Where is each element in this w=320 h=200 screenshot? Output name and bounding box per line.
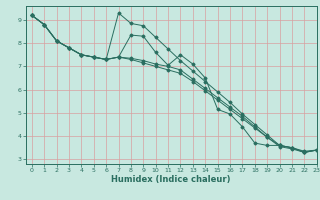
X-axis label: Humidex (Indice chaleur): Humidex (Indice chaleur)	[111, 175, 231, 184]
